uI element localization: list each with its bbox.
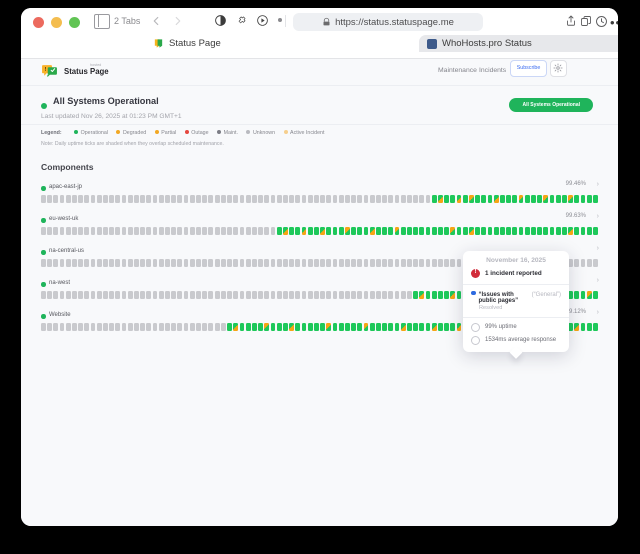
svg-text:!: !	[45, 67, 47, 73]
